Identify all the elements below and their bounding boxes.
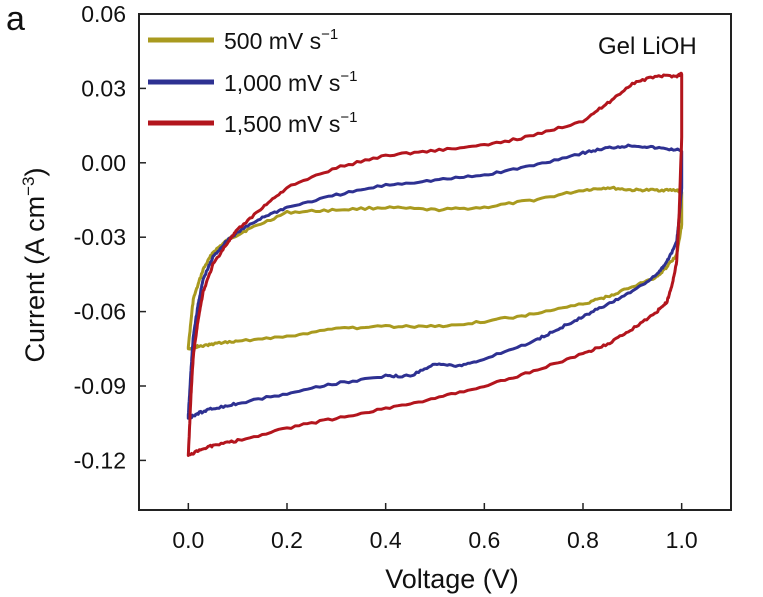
legend-label-text: 500 mV s	[224, 28, 321, 54]
legend-label-1: 500 mV s−1	[224, 26, 338, 54]
y-tick-label: -0.12	[74, 447, 126, 473]
legend-label-sup: −1	[321, 26, 338, 43]
series-line-1	[186, 185, 684, 351]
x-tick-labels: 0.0 0.2 0.4 0.6 0.8 1.0	[172, 527, 697, 553]
legend-label-sup: −1	[340, 109, 357, 126]
legend-label-text: 1,500 mV s	[224, 111, 340, 137]
y-tick-label: -0.06	[74, 299, 126, 325]
x-tick-label: 0.4	[370, 527, 402, 553]
y-axis-label: Current (A cm−3)	[19, 168, 50, 363]
x-tick-label: 0.0	[172, 527, 204, 553]
legend-label-sup: −1	[340, 68, 357, 85]
x-tick-label: 1.0	[666, 527, 698, 553]
y-tick-label: 0.03	[81, 75, 126, 101]
y-tick-label: -0.09	[74, 373, 126, 399]
x-tick-label: 0.2	[271, 527, 303, 553]
y-tick-label: 0.00	[81, 150, 126, 176]
x-tick-label: 0.6	[468, 527, 500, 553]
annotation-gel-lioh: Gel LiOH	[598, 33, 697, 60]
legend-label-2: 1,000 mV s−1	[224, 68, 357, 96]
y-tick-labels: 0.06 0.03 0.00 -0.03 -0.06 -0.09 -0.12	[74, 1, 126, 473]
y-axis-label-sup: −3	[19, 177, 38, 196]
y-axis-label-close: )	[20, 168, 50, 177]
axis-ticks	[139, 13, 683, 510]
y-tick-label: -0.03	[74, 224, 126, 250]
legend-label-3: 1,500 mV s−1	[224, 109, 357, 137]
x-axis-label: Voltage (V)	[385, 564, 519, 594]
x-tick-label: 0.8	[567, 527, 599, 553]
y-tick-label: 0.06	[81, 1, 126, 27]
y-axis-label-main: Current (A cm	[20, 196, 50, 363]
plot-frame	[138, 13, 732, 511]
legend: 500 mV s−11,000 mV s−11,500 mV s−1	[148, 26, 357, 137]
series-line-3	[186, 71, 684, 457]
series-line-2	[186, 143, 684, 420]
plot-curves	[186, 71, 684, 457]
panel-label: a	[6, 0, 25, 38]
legend-label-text: 1,000 mV s	[224, 70, 340, 96]
